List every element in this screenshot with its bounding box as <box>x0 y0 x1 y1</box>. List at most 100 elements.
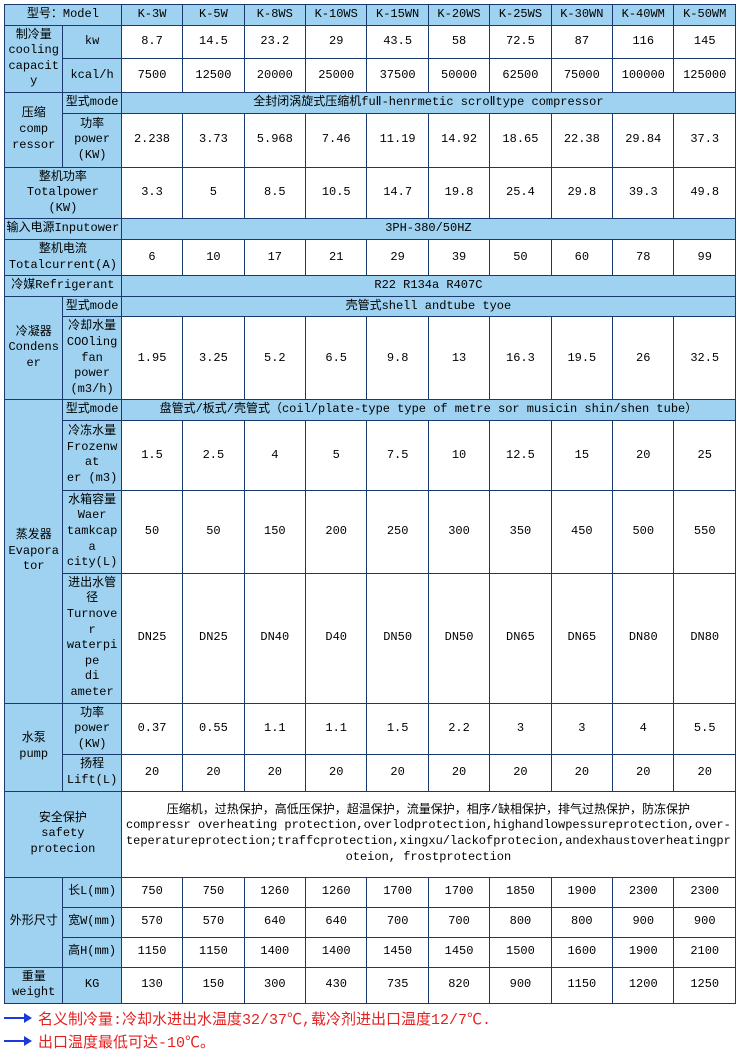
evap-row0-6: 12.5 <box>490 420 551 490</box>
totalpower-9: 49.8 <box>674 167 736 219</box>
refrigerant-value: R22 R134a R407C <box>121 276 735 297</box>
totalpower-5: 19.8 <box>428 167 489 219</box>
cooling-kcal-5: 50000 <box>428 59 489 93</box>
evap-row1-9: 550 <box>674 490 736 573</box>
model-8: K-40WM <box>613 5 674 26</box>
dim-l-2: 1260 <box>244 877 305 907</box>
totalpower-label: 整机功率Totalpower(KW) <box>5 167 122 219</box>
totalcurrent-4: 29 <box>367 239 428 275</box>
weight-2: 300 <box>244 967 305 1003</box>
dim-w-4: 700 <box>367 907 428 937</box>
inputpower-label: 输入电源Inputower <box>5 219 122 240</box>
dim-w-2: 640 <box>244 907 305 937</box>
pump-power-2: 1.1 <box>244 703 305 755</box>
inputpower-value: 3PH-380/50HZ <box>121 219 735 240</box>
cooling-kcal-8: 100000 <box>613 59 674 93</box>
cooling-kw-6: 72.5 <box>490 25 551 59</box>
evap-row0-8: 20 <box>613 420 674 490</box>
compressor-power-9: 37.3 <box>674 113 736 167</box>
pump-lift-2: 20 <box>244 755 305 791</box>
dim-w-9: 900 <box>674 907 736 937</box>
condenser-mode-label: 型式mode <box>63 296 121 317</box>
condenser-flow-2: 5.2 <box>244 317 305 400</box>
evap-row2-4: DN50 <box>367 573 428 703</box>
cooling-kw-5: 58 <box>428 25 489 59</box>
evaporator-mode-label: 型式mode <box>63 400 121 421</box>
cooling-group: 制冷量cooling capacity <box>5 25 63 92</box>
pump-power-4: 1.5 <box>367 703 428 755</box>
evap-row0-5: 10 <box>428 420 489 490</box>
cooling-kw-1: 14.5 <box>183 25 244 59</box>
spec-table: 型号：ModelK-3WK-5WK-8WSK-10WSK-15WNK-20WSK… <box>4 4 736 1004</box>
evap-row0-2: 4 <box>244 420 305 490</box>
condenser-flow-label: 冷却水量COOlingfan power(m3/h) <box>63 317 121 400</box>
arrow-icon <box>4 1036 32 1046</box>
cooling-kcal-6: 62500 <box>490 59 551 93</box>
dim-l-8: 2300 <box>613 877 674 907</box>
model-4: K-15WN <box>367 5 428 26</box>
weight-label: KG <box>63 967 121 1003</box>
compressor-power-3: 7.46 <box>306 113 367 167</box>
condenser-flow-1: 3.25 <box>183 317 244 400</box>
dim-w-6: 800 <box>490 907 551 937</box>
footnote-2: 出口温度最低可达-10℃。 <box>38 1031 215 1052</box>
dim-l-1: 750 <box>183 877 244 907</box>
compressor-power-7: 22.38 <box>551 113 612 167</box>
totalpower-3: 10.5 <box>306 167 367 219</box>
compressor-power-4: 11.19 <box>367 113 428 167</box>
model-1: K-5W <box>183 5 244 26</box>
dim-w-8: 900 <box>613 907 674 937</box>
evap-row1-5: 300 <box>428 490 489 573</box>
compressor-power-1: 3.73 <box>183 113 244 167</box>
model-6: K-25WS <box>490 5 551 26</box>
pump-lift-6: 20 <box>490 755 551 791</box>
totalpower-1: 5 <box>183 167 244 219</box>
cooling-kw-3: 29 <box>306 25 367 59</box>
dim-l-0: 750 <box>121 877 182 907</box>
pump-power-3: 1.1 <box>306 703 367 755</box>
evap-row2-8: DN80 <box>613 573 674 703</box>
cooling-kcal-0: 7500 <box>121 59 182 93</box>
cooling-kw-2: 23.2 <box>244 25 305 59</box>
dim-w-7: 800 <box>551 907 612 937</box>
pump-power-7: 3 <box>551 703 612 755</box>
compressor-mode-value: 全封闭涡旋式压缩机fuⅡ-henrmetic scroⅡtype compres… <box>121 92 735 113</box>
cooling-kw-7: 87 <box>551 25 612 59</box>
condenser-flow-6: 16.3 <box>490 317 551 400</box>
evap-row1-7: 450 <box>551 490 612 573</box>
model-0: K-3W <box>121 5 182 26</box>
dim-h-8: 1900 <box>613 937 674 967</box>
evap-row2-0: DN25 <box>121 573 182 703</box>
dim-group: 外形尺寸 <box>5 877 63 967</box>
evaporator-group: 蒸发器Evaporator <box>5 400 63 703</box>
condenser-flow-8: 26 <box>613 317 674 400</box>
dim-l-label: 长L(mm) <box>63 877 121 907</box>
cooling-kw-0: 8.7 <box>121 25 182 59</box>
footnote-1: 名义制冷量:冷却水进出水温度32/37℃,载冷剂进出口温度12/7℃. <box>38 1008 491 1029</box>
dim-l-3: 1260 <box>306 877 367 907</box>
dim-w-3: 640 <box>306 907 367 937</box>
dim-h-6: 1500 <box>490 937 551 967</box>
dim-w-0: 570 <box>121 907 182 937</box>
dim-h-label: 高H(mm) <box>63 937 121 967</box>
pump-lift-9: 20 <box>674 755 736 791</box>
model-5: K-20WS <box>428 5 489 26</box>
evap-row2-2: DN40 <box>244 573 305 703</box>
dim-l-5: 1700 <box>428 877 489 907</box>
evap-row1-0: 50 <box>121 490 182 573</box>
totalpower-6: 25.4 <box>490 167 551 219</box>
models-label: 型号：Model <box>5 5 122 26</box>
totalcurrent-0: 6 <box>121 239 182 275</box>
pump-power-9: 5.5 <box>674 703 736 755</box>
cooling-kw-label: kw <box>63 25 121 59</box>
pump-power-5: 2.2 <box>428 703 489 755</box>
dim-l-7: 1900 <box>551 877 612 907</box>
totalcurrent-8: 78 <box>613 239 674 275</box>
cooling-kcal-4: 37500 <box>367 59 428 93</box>
totalcurrent-1: 10 <box>183 239 244 275</box>
pump-lift-3: 20 <box>306 755 367 791</box>
pump-power-6: 3 <box>490 703 551 755</box>
evap-row1-2: 150 <box>244 490 305 573</box>
condenser-flow-9: 32.5 <box>674 317 736 400</box>
pump-lift-1: 20 <box>183 755 244 791</box>
